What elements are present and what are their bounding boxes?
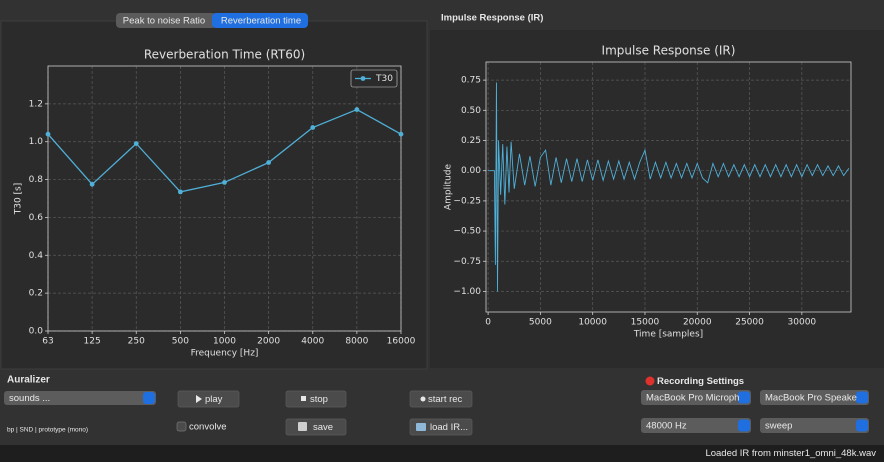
button[interactable] — [409, 418, 473, 436]
dropdown[interactable] — [641, 390, 751, 405]
x-tick-label: 15000 — [631, 318, 660, 328]
x-tick-label: 8000 — [345, 337, 368, 347]
dropdown-arrow — [738, 419, 750, 432]
footer-text: bp | SND | prototype (mono) — [7, 427, 88, 434]
y-tick-label: 0.50 — [461, 106, 481, 116]
checkbox[interactable] — [176, 421, 187, 432]
x-axis-label: Time [samples] — [633, 330, 703, 340]
button-label: play — [205, 394, 223, 405]
y-tick-label: 0.4 — [29, 251, 44, 261]
plot-frame — [485, 61, 852, 313]
x-tick-label: 63 — [42, 337, 53, 347]
x-tick-label: 25000 — [735, 318, 764, 328]
folder-icon — [416, 423, 426, 431]
x-tick-label: 0 — [485, 318, 491, 328]
y-tick-label: 0.8 — [29, 175, 44, 185]
chart-title: Impulse Response (IR) — [602, 44, 736, 58]
point — [266, 160, 272, 165]
chart-title: Reverberation Time (RT60) — [144, 48, 305, 62]
y-tick-label: 1.2 — [29, 99, 43, 109]
y-tick-label: 1.0 — [29, 137, 44, 147]
status-text: Loaded IR from minster1_omni_48k.wav — [705, 448, 876, 459]
dropdown-arrow — [856, 391, 868, 404]
dropdown-arrow — [856, 419, 868, 432]
x-tick-label: 20000 — [683, 318, 712, 328]
y-tick-label: −0.50 — [453, 227, 481, 237]
button[interactable] — [177, 390, 240, 408]
button[interactable] — [285, 390, 347, 408]
y-tick-label: −0.25 — [453, 196, 481, 206]
button-label: save — [313, 422, 333, 433]
x-tick-label: 125 — [84, 337, 101, 347]
x-tick-label: 250 — [128, 337, 145, 347]
y-tick-label: 0.25 — [461, 136, 481, 146]
dropdown-arrow — [738, 391, 750, 404]
dropdown-text: 48000 Hz — [646, 421, 687, 432]
button-label: stop — [310, 394, 328, 405]
tab-label: Peak to noise Ratio — [123, 16, 205, 27]
y-tick-label: 0.2 — [29, 289, 43, 299]
point — [89, 181, 95, 187]
button-label: load IR... — [430, 422, 468, 433]
y-tick-label: −1.00 — [453, 287, 481, 297]
point — [177, 189, 183, 195]
dropdown[interactable] — [641, 418, 751, 433]
point — [45, 131, 51, 137]
legend-marker — [360, 76, 366, 81]
point — [310, 125, 316, 130]
dropdown-arrow — [143, 392, 155, 404]
button[interactable] — [409, 390, 473, 408]
tab-active[interactable] — [212, 13, 308, 28]
save-icon — [298, 422, 307, 431]
dropdown[interactable] — [760, 418, 869, 433]
dropdown[interactable] — [4, 391, 156, 405]
play-icon — [196, 395, 202, 403]
dropdown-text: MacBook Pro Speake — [765, 393, 857, 404]
legend-box — [350, 69, 398, 88]
point — [354, 107, 360, 112]
legend-label: T30 — [375, 74, 393, 84]
record-indicator — [645, 376, 655, 386]
button-label: start rec — [428, 394, 463, 405]
x-tick-label: 10000 — [578, 318, 607, 328]
point — [222, 180, 227, 185]
x-tick-label: 4000 — [301, 337, 324, 347]
plot-frame — [47, 65, 402, 332]
point — [133, 141, 139, 147]
y-tick-label: 0.75 — [461, 76, 481, 86]
y-tick-label: 0.6 — [29, 213, 44, 223]
y-tick-label: −0.75 — [453, 257, 481, 267]
section-header: Recording Settings — [657, 376, 744, 387]
y-axis-label: Amplitude — [444, 163, 454, 210]
y-axis-label: T30 [s] — [14, 183, 24, 216]
x-tick-label: 30000 — [788, 318, 817, 328]
record-icon — [420, 396, 426, 402]
tab-label: Reverberation time — [221, 16, 301, 27]
section-header: Impulse Response (IR) — [441, 13, 543, 24]
checkbox-label: convolve — [189, 422, 227, 433]
x-tick-label: 2000 — [257, 337, 280, 347]
tab[interactable] — [116, 13, 216, 28]
series-line — [488, 82, 850, 292]
point — [398, 131, 404, 137]
y-tick-label: 0.00 — [461, 166, 481, 176]
x-tick-label: 1000 — [213, 337, 236, 347]
dropdown-text: sweep — [765, 421, 792, 432]
x-tick-label: 500 — [172, 337, 189, 347]
dropdown[interactable] — [760, 390, 869, 405]
x-tick-label: 5000 — [529, 318, 552, 328]
x-tick-label: 16000 — [387, 337, 416, 347]
x-axis-label: Frequency [Hz] — [191, 349, 259, 359]
section-header: Auralizer — [7, 375, 50, 386]
y-tick-label: 0.0 — [29, 327, 44, 337]
status-bar — [0, 445, 884, 462]
dropdown-text: sounds ... — [9, 393, 50, 404]
dropdown-text: MacBook Pro Microph — [646, 393, 739, 404]
stop-icon — [301, 396, 306, 401]
